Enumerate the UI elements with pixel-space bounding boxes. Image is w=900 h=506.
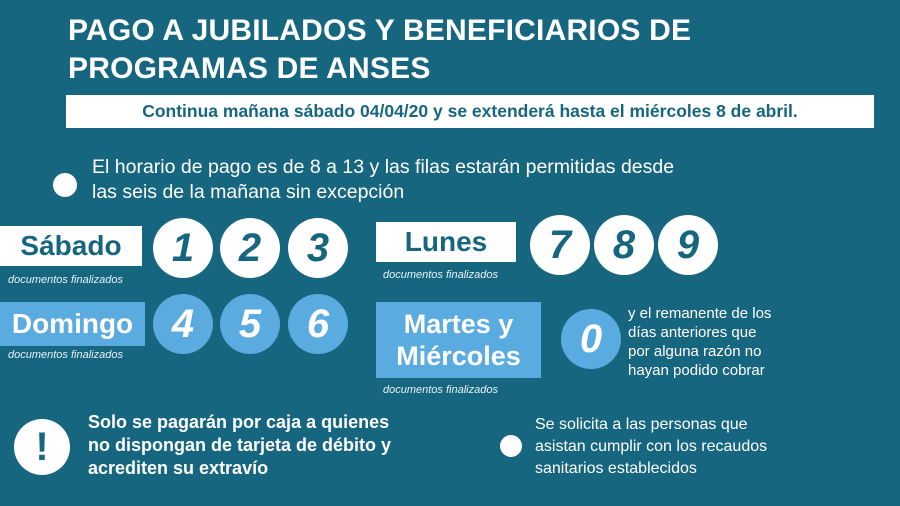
digit-circle: 1: [153, 218, 213, 278]
note-line: días anteriores que: [628, 324, 757, 341]
note-line: sanitarios establecidos: [535, 460, 697, 477]
note-line: por alguna razón no: [628, 343, 762, 360]
note-line: acrediten su extravío: [88, 458, 269, 478]
note-line: no dispongan de tarjeta de débito y: [88, 435, 392, 455]
note-line: hayan podido cobrar: [628, 362, 765, 379]
title-line: PAGO A JUBILADOS Y BENEFICIARIOS DE: [68, 14, 692, 47]
digit-circle: 3: [288, 218, 348, 278]
note-line: las seis de la mañana sin excepción: [92, 181, 405, 203]
cash-note: Solo se pagarán por caja a quienes no dis…: [88, 411, 391, 480]
remainder-note: y el remanente de los días anteriores que…: [628, 304, 771, 380]
note-line: y el remanente de los: [628, 305, 772, 322]
digit-circle: 2: [220, 218, 280, 278]
day-label-martes-miercoles: Martes y Miércoles: [376, 302, 541, 378]
title-line: PROGRAMAS DE ANSES: [68, 52, 431, 85]
digit-circle: 0: [561, 309, 621, 369]
day-caption: documentos finalizados: [383, 384, 498, 396]
digit-circle: 6: [288, 294, 348, 354]
health-note: Se solicita a las personas que asistan cu…: [535, 414, 767, 480]
bullet-icon: [53, 173, 77, 197]
day-label-lunes: Lunes: [376, 222, 516, 262]
day-caption: documentos finalizados: [8, 274, 123, 286]
note-line: asistan cumplir con los recaudos: [535, 438, 768, 455]
digit-circle: 4: [153, 294, 213, 354]
note-line: Solo se pagarán por caja a quienes: [88, 412, 390, 432]
day-caption: documentos finalizados: [8, 349, 123, 361]
label-line: Martes y: [403, 309, 514, 339]
day-label-sabado: Sábado: [0, 226, 142, 266]
day-label-domingo: Domingo: [0, 302, 145, 346]
exclamation-icon: !: [14, 419, 70, 475]
note-line: Se solicita a las personas que: [535, 416, 748, 433]
subtitle-banner: Continua mañana sábado 04/04/20 y se ext…: [66, 95, 874, 128]
digit-circle: 7: [530, 215, 590, 275]
digit-circle: 9: [658, 215, 718, 275]
digit-circle: 5: [220, 294, 280, 354]
digit-circle: 8: [594, 215, 654, 275]
note-line: El horario de pago es de 8 a 13 y las fi…: [92, 156, 675, 178]
bullet-icon: [500, 435, 522, 457]
label-line: Miércoles: [396, 341, 521, 371]
schedule-note: El horario de pago es de 8 a 13 y las fi…: [92, 155, 674, 205]
main-title: PAGO A JUBILADOS Y BENEFICIARIOS DE PROGR…: [68, 12, 691, 88]
day-caption: documentos finalizados: [383, 269, 498, 281]
